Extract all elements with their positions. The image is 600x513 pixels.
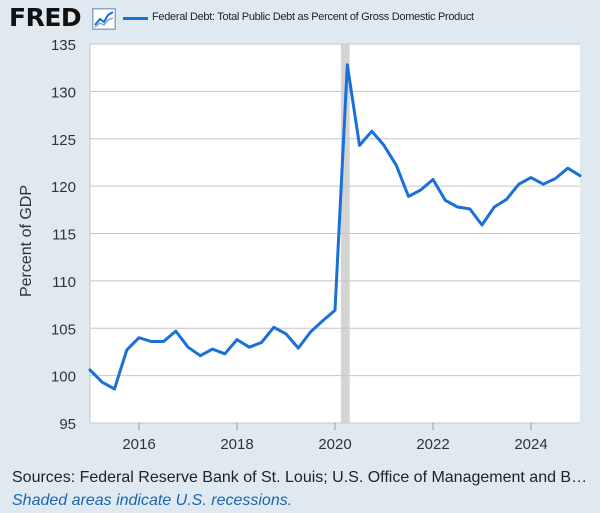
series-layer xyxy=(88,63,582,391)
sources-note: Sources: Federal Reserve Bank of St. Lou… xyxy=(12,469,588,486)
x-tick-label: 2020 xyxy=(318,436,351,453)
y-axis-label: Percent of GDP xyxy=(18,185,35,297)
fred-logo[interactable]: FRED xyxy=(9,3,82,32)
y-tick-label: 110 xyxy=(52,274,76,291)
y-tick-label: 95 xyxy=(59,416,76,433)
x-tick-label: 2024 xyxy=(514,436,547,453)
legend-swatch xyxy=(123,17,148,20)
y-tick-label: 125 xyxy=(51,132,76,149)
chart-header: FRED Federal Debt: Total Public Debt as … xyxy=(0,0,600,36)
x-tick-label: 2022 xyxy=(416,436,449,453)
line-graph-icon xyxy=(92,8,116,30)
legend-label: Federal Debt: Total Public Debt as Perce… xyxy=(152,11,474,23)
recession-note: Shaded areas indicate U.S. recessions. xyxy=(12,492,293,509)
series-line[interactable] xyxy=(88,63,582,391)
y-tick-label: 100 xyxy=(51,369,76,386)
x-axis-ticks: 2016 2018 2020 2022 2024 xyxy=(122,423,548,453)
y-tick-label: 135 xyxy=(51,37,76,54)
y-tick-label: 130 xyxy=(51,84,76,101)
x-tick-label: 2018 xyxy=(220,436,253,453)
y-tick-label: 120 xyxy=(51,179,76,196)
y-axis-ticks: 95 100 105 110 115 120 125 130 135 xyxy=(51,37,76,433)
y-tick-label: 105 xyxy=(51,321,76,338)
x-tick-label: 2016 xyxy=(122,436,155,453)
y-tick-label: 115 xyxy=(52,227,76,244)
